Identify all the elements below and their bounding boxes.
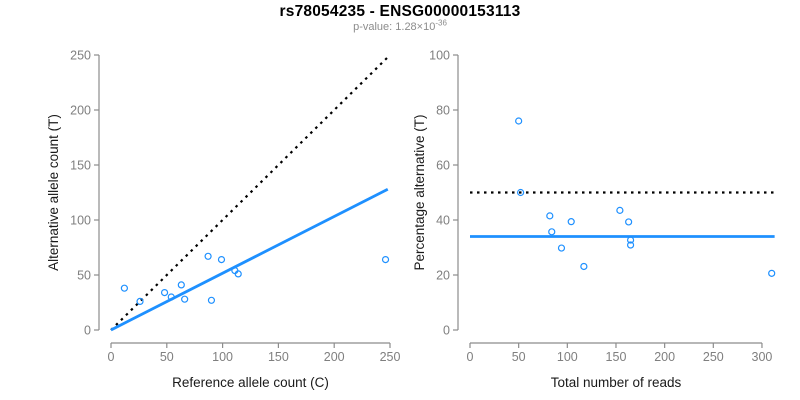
x-tick-label: 250 (380, 350, 401, 364)
y-tick-label: 20 (436, 269, 450, 283)
data-point (177, 281, 185, 289)
y-tick-label: 150 (70, 159, 91, 173)
y-tick-label: 0 (84, 324, 91, 338)
data-point (517, 188, 525, 197)
data-point (548, 228, 556, 236)
y-tick-label: 100 (70, 214, 91, 228)
pvalue-exponent: -36 (435, 18, 447, 28)
plot-panel-0: 0 50 100 150 200 250 0 50 100 150 200 250 Reference … (46, 49, 400, 391)
data-point (204, 252, 212, 260)
x-tick-label: 150 (268, 350, 289, 364)
data-point (234, 270, 242, 278)
chart-title: rs78054235 - ENSG00000153113 (279, 3, 521, 20)
x-axis-title: Reference allele count (C) (172, 375, 329, 390)
data-point (625, 218, 633, 226)
data-point (616, 206, 624, 214)
chart-subtitle: p-value: 1.28×10-36 (0, 18, 800, 33)
data-point (626, 241, 635, 249)
data-point (181, 295, 189, 303)
x-tick-label: 250 (703, 350, 724, 364)
x-tick-label: 0 (108, 350, 115, 364)
data-point (546, 212, 554, 220)
identity-line (110, 56, 389, 331)
y-tick-label: 50 (77, 269, 91, 283)
x-tick-label: 100 (557, 350, 578, 364)
x-tick-label: 50 (160, 350, 174, 364)
data-point (515, 117, 523, 125)
y-tick-label: 250 (70, 49, 91, 63)
regression-line (110, 187, 389, 332)
y-tick-label: 100 (429, 49, 450, 63)
x-tick-label: 200 (324, 350, 345, 364)
data-point (768, 269, 776, 277)
x-tick-label: 200 (654, 350, 675, 364)
x-axis-title: Total number of reads (551, 375, 682, 390)
pvalue-text: p-value: 1.28×10 (353, 21, 436, 33)
data-point (381, 256, 390, 264)
y-axis-title: Percentage alternative (T) (412, 114, 427, 270)
y-tick-label: 80 (436, 104, 450, 118)
data-point (217, 256, 226, 264)
data-point (136, 297, 144, 305)
x-tick-label: 50 (512, 350, 526, 364)
y-axis-title: Alternative allele count (T) (46, 114, 61, 271)
x-tick-label: 300 (752, 350, 773, 364)
data-point (626, 236, 635, 244)
y-tick-label: 200 (70, 104, 91, 118)
x-tick-label: 100 (212, 350, 233, 364)
data-point (580, 262, 588, 271)
data-point (160, 289, 169, 297)
data-point (567, 218, 575, 226)
y-tick-label: 40 (436, 214, 450, 228)
data-point (557, 244, 566, 252)
data-point (207, 296, 216, 304)
plot-panel-1: 0 50 100 150 200 250 300 0 20 40 60 80 100 Total numb… (412, 49, 776, 390)
data-point (167, 293, 175, 301)
y-tick-label: 60 (436, 159, 450, 173)
data-point (120, 284, 128, 292)
x-tick-label: 0 (467, 350, 474, 364)
y-tick-label: 0 (443, 324, 450, 338)
x-tick-label: 150 (606, 350, 627, 364)
